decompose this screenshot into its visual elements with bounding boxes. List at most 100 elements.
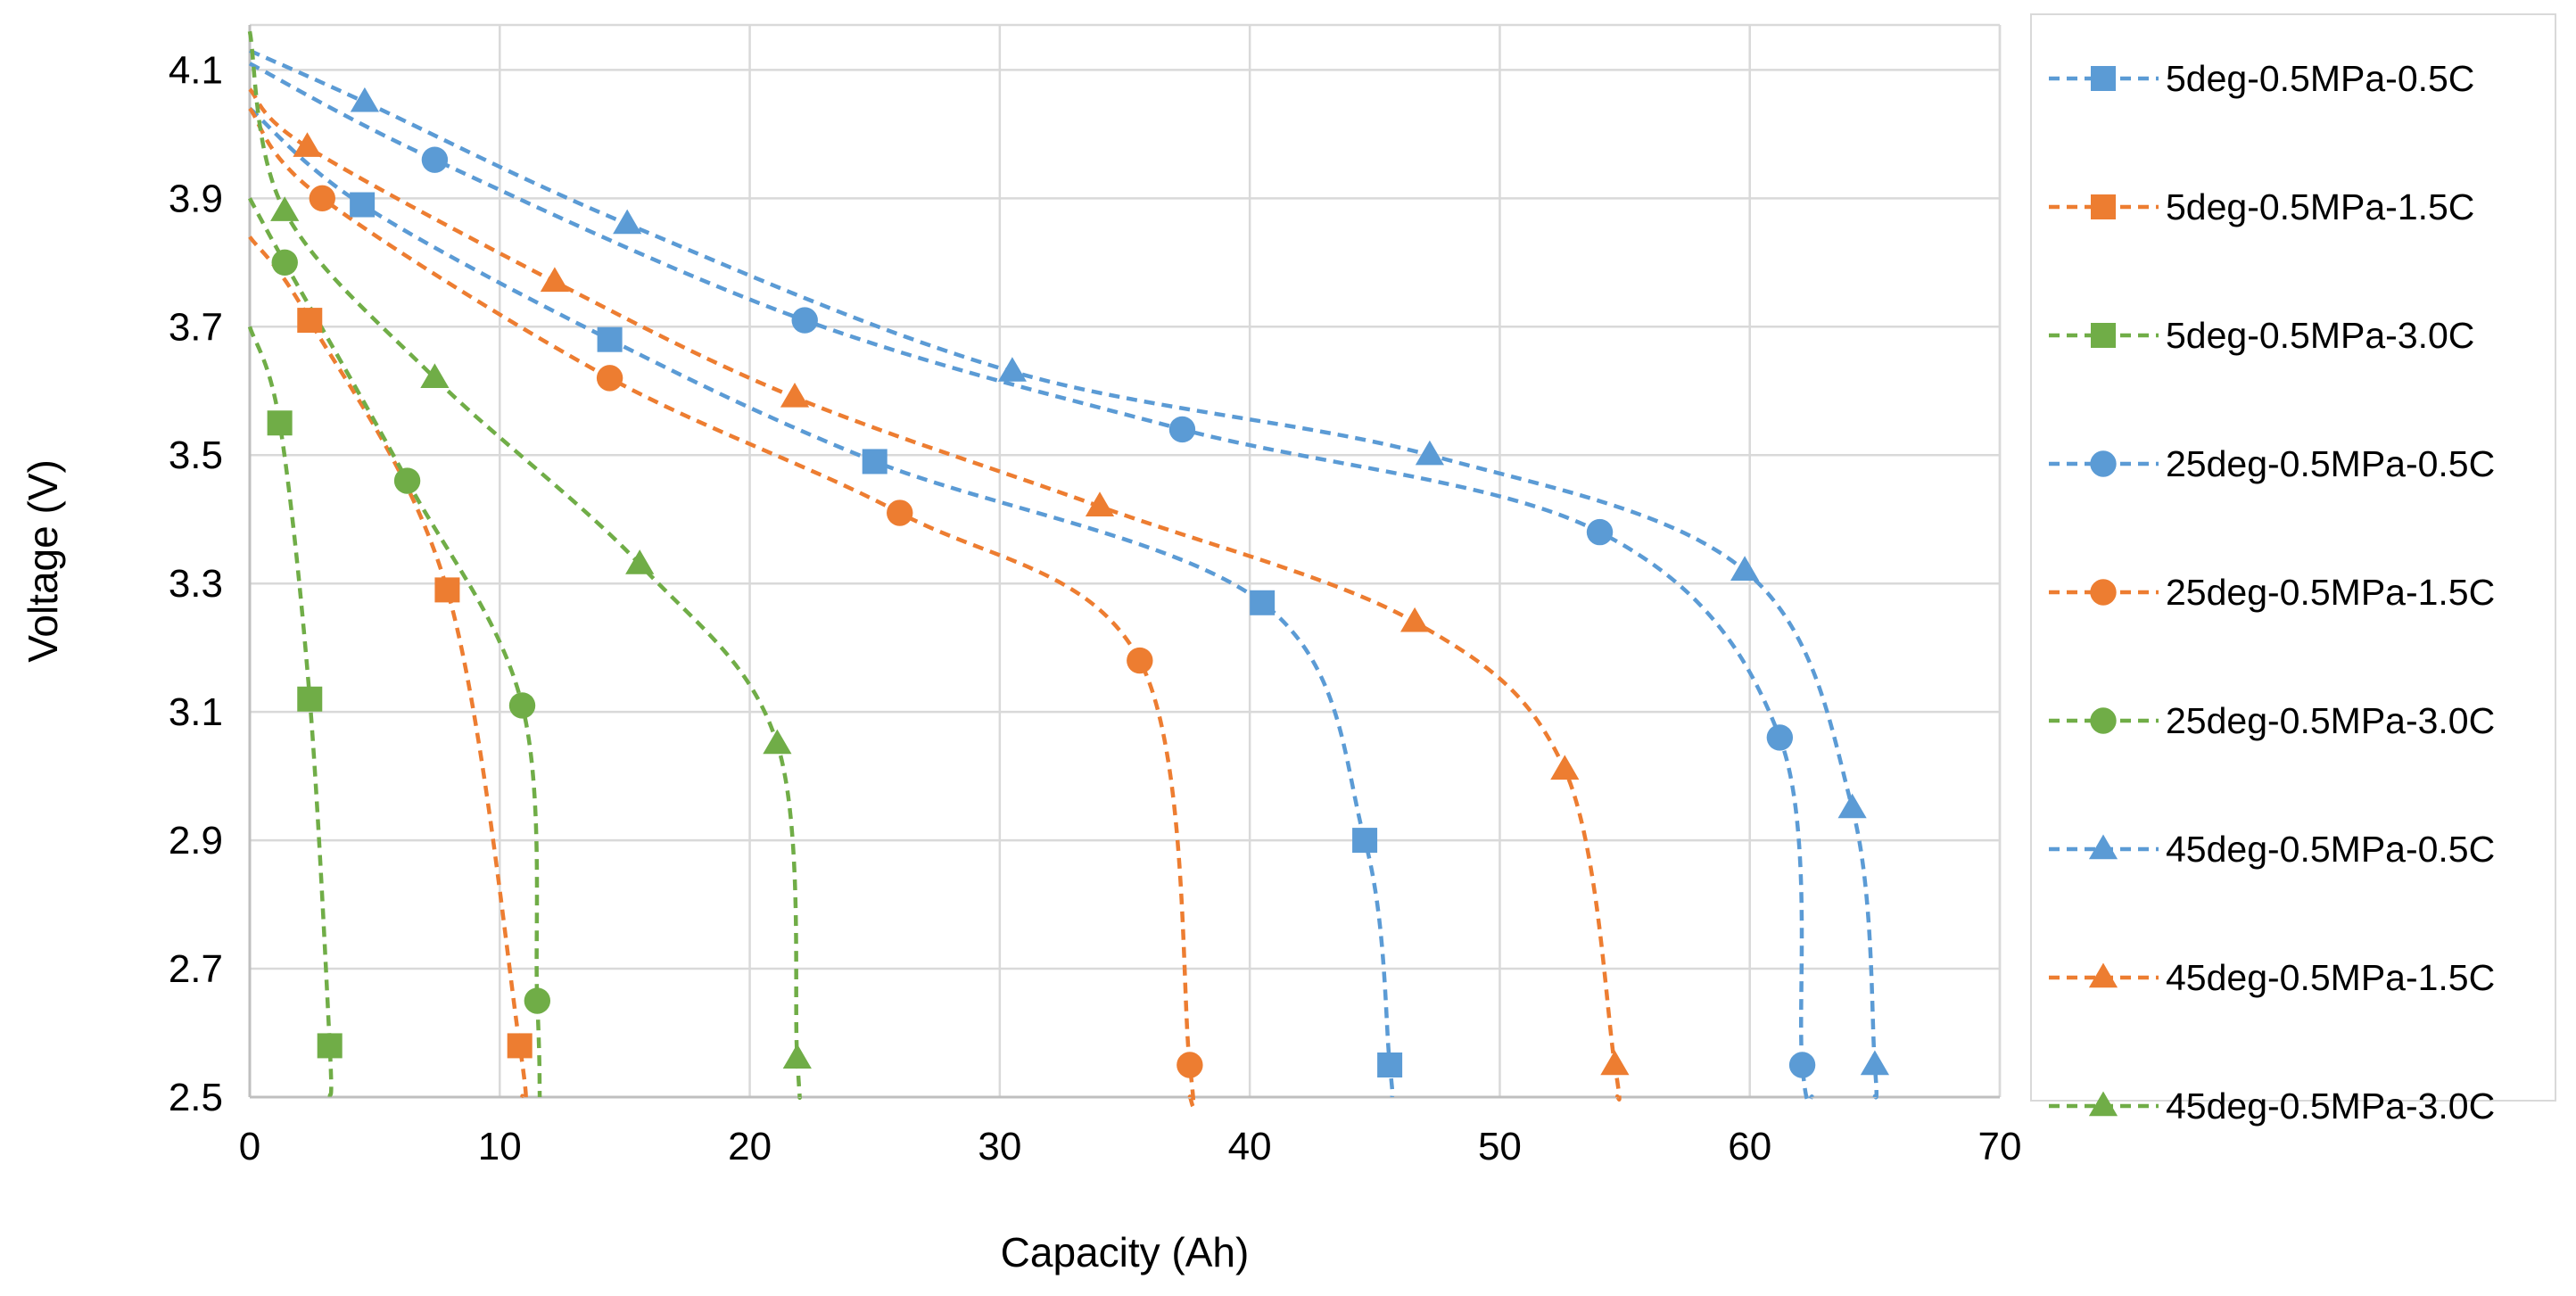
series-line-1: [248, 106, 1395, 1098]
data-point: [267, 410, 293, 436]
legend-marker: [2090, 450, 2117, 477]
y-tick-label: 3.3: [169, 562, 223, 606]
gridlines: [250, 23, 2002, 1097]
legend-marker: [2090, 579, 2117, 606]
x-axis-title: Capacity (Ah): [1001, 1229, 1250, 1275]
data-point: [1730, 556, 1760, 581]
data-point: [540, 267, 569, 293]
legend-marker: [2091, 66, 2116, 91]
data-point: [1352, 828, 1378, 854]
data-point: [1600, 1050, 1630, 1076]
x-tick-label: 20: [728, 1125, 772, 1168]
data-point: [393, 467, 421, 494]
data-point: [763, 729, 792, 755]
data-point: [1400, 607, 1430, 632]
legend-marker: [2091, 194, 2116, 219]
x-tick-label: 30: [978, 1125, 1021, 1168]
data-point: [1377, 1052, 1403, 1078]
data-point: [420, 363, 450, 388]
y-tick-label: 2.5: [169, 1076, 223, 1119]
series-line-2: [248, 235, 528, 1102]
y-tick-label: 2.9: [169, 819, 223, 863]
data-point: [350, 87, 379, 112]
data-point: [1788, 1052, 1816, 1078]
y-axis-title: Voltage (V): [20, 459, 66, 663]
data-point: [1550, 755, 1580, 780]
legend-label: 45deg-0.5MPa-0.5C: [2166, 829, 2495, 870]
series-line-6: [248, 197, 542, 1098]
data-point: [317, 1033, 343, 1059]
legend-label: 5deg-0.5MPa-0.5C: [2166, 58, 2474, 99]
data-point: [1177, 1052, 1203, 1078]
legend-label: 25deg-0.5MPa-0.5C: [2166, 443, 2495, 484]
data-point: [862, 449, 888, 475]
data-point: [1127, 647, 1153, 674]
legend-label: 25deg-0.5MPa-1.5C: [2166, 572, 2495, 613]
x-tick-label: 0: [239, 1125, 260, 1168]
legend-label: 45deg-0.5MPa-1.5C: [2166, 957, 2495, 998]
legend-entry: 25deg-0.5MPa-3.0C: [2049, 700, 2495, 741]
data-point: [297, 308, 323, 334]
x-tick-label: 50: [1478, 1125, 1522, 1168]
data-point: [782, 1044, 812, 1069]
legend-label: 45deg-0.5MPa-3.0C: [2166, 1086, 2495, 1127]
data-point: [421, 146, 449, 173]
data-point: [297, 686, 323, 712]
tick-labels: 0 10 20 30 40 50 60 70 2.5 2.7 2.9 3.1 3.3 3.5 3.7 3.9 4…: [169, 48, 2022, 1168]
y-tick-label: 3.7: [169, 305, 223, 349]
legend-label: 5deg-0.5MPa-3.0C: [2166, 315, 2474, 356]
legend-marker: [2088, 962, 2118, 988]
data-point: [596, 365, 623, 392]
series-line-4: [248, 62, 1814, 1104]
x-tick-label: 60: [1728, 1125, 1771, 1168]
y-tick-label: 2.7: [169, 947, 223, 991]
legend-marker: [2091, 323, 2116, 348]
legend-entry: 45deg-0.5MPa-1.5C: [2049, 957, 2495, 998]
y-tick-label: 4.1: [169, 48, 223, 92]
legend-entry: 25deg-0.5MPa-1.5C: [2049, 572, 2495, 613]
axes: [248, 25, 2000, 1099]
legend-entry: 45deg-0.5MPa-0.5C: [2049, 829, 2495, 870]
data-point: [997, 357, 1027, 382]
legend-entry: 25deg-0.5MPa-0.5C: [2049, 443, 2495, 484]
legend-box: [2030, 13, 2556, 1102]
data-point: [309, 185, 335, 212]
data-point: [508, 692, 536, 719]
data-point: [270, 196, 300, 221]
legend-label: 5deg-0.5MPa-1.5C: [2166, 186, 2474, 227]
y-tick-label: 3.9: [169, 177, 223, 220]
legend-marker: [2090, 707, 2117, 734]
data-point: [293, 132, 322, 157]
legend-entry: 5deg-0.5MPa-1.5C: [2049, 186, 2474, 227]
data-point: [1250, 590, 1276, 615]
legend-entry: 45deg-0.5MPa-3.0C: [2049, 1086, 2495, 1127]
data-point: [625, 549, 655, 574]
data-point: [791, 307, 818, 334]
x-tick-label: 40: [1228, 1125, 1272, 1168]
data-point: [613, 209, 642, 235]
legend-entry: 5deg-0.5MPa-0.5C: [2049, 58, 2474, 99]
legend-marker: [2088, 1091, 2118, 1117]
x-tick-label: 10: [478, 1125, 522, 1168]
data-point: [1766, 724, 1794, 751]
data-point: [434, 577, 460, 603]
data-point: [271, 249, 298, 277]
data-point: [887, 499, 913, 526]
data-point: [1837, 793, 1867, 819]
data-point: [350, 192, 376, 218]
y-tick-label: 3.1: [169, 690, 223, 734]
data-point: [1586, 518, 1614, 546]
data-point: [597, 326, 623, 352]
data-point: [1085, 491, 1115, 516]
legend: 5deg-0.5MPa-0.5C 5deg-0.5MPa-1.5C 5deg-0.5…: [2049, 58, 2495, 1127]
legend-marker: [2088, 834, 2118, 860]
data-point: [524, 987, 551, 1014]
legend-entry: 5deg-0.5MPa-3.0C: [2049, 315, 2474, 356]
y-tick-label: 3.5: [169, 433, 223, 477]
data-point: [1168, 416, 1196, 443]
legend-label: 25deg-0.5MPa-3.0C: [2166, 700, 2495, 741]
data-point: [507, 1033, 533, 1059]
series-line-7: [249, 48, 1879, 1100]
series-markers: [267, 87, 1889, 1078]
